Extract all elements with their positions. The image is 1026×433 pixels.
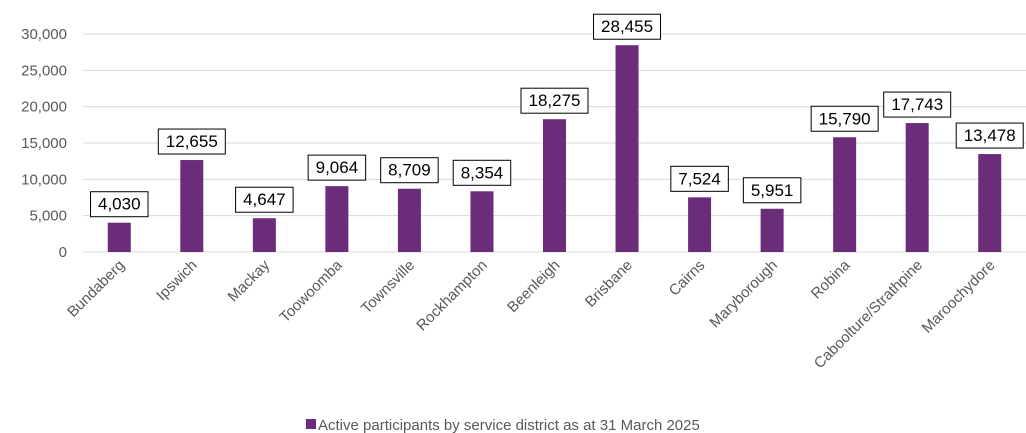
data-label-box xyxy=(452,159,512,186)
y-axis-ticks: 0 5,000 10,000 15,000 20,000 25,000 30,000 xyxy=(21,26,67,261)
bar xyxy=(252,218,276,252)
x-category-label: Maroochydore xyxy=(919,257,999,337)
bar xyxy=(180,160,204,252)
data-label: 15,790 xyxy=(819,109,871,128)
y-tick-label: 30,000 xyxy=(21,26,67,43)
bar xyxy=(905,123,929,252)
bars xyxy=(107,45,1002,253)
bar xyxy=(615,45,639,252)
data-label-box xyxy=(90,191,149,218)
data-labels: 4,030 12,655 4,647 9,064 8,709 8,354 18,275 28,… xyxy=(90,13,1024,218)
data-label: 12,655 xyxy=(166,132,218,151)
data-label: 17,743 xyxy=(891,95,943,114)
data-label: 4,030 xyxy=(98,195,141,214)
y-tick-label: 5,000 xyxy=(29,208,67,225)
y-tick-label: 15,000 xyxy=(21,135,67,152)
bar xyxy=(833,137,857,252)
data-label-box xyxy=(235,186,294,213)
data-label: 4,647 xyxy=(243,190,286,209)
data-label: 13,478 xyxy=(964,126,1016,145)
y-tick-label: 20,000 xyxy=(21,99,67,116)
x-category-label: Maryborough xyxy=(706,257,781,332)
data-label-box xyxy=(883,91,952,118)
legend: Active participants by service district … xyxy=(306,417,700,433)
x-category-label: Bundaberg xyxy=(64,257,128,321)
bar xyxy=(397,188,421,252)
data-label-box xyxy=(157,128,226,155)
data-label-box xyxy=(307,154,367,181)
x-axis-categories: Bundaberg Ipswich Mackay Toowoomba Townsvill… xyxy=(64,256,998,372)
data-label: 5,951 xyxy=(751,181,794,200)
x-category-label: Townsville xyxy=(358,257,418,317)
x-category-label: Robina xyxy=(808,256,854,302)
data-label-box xyxy=(593,13,662,40)
x-category-label: Toowoomba xyxy=(276,256,346,326)
bar xyxy=(978,154,1002,252)
bar xyxy=(760,208,784,252)
x-category-label: Mackay xyxy=(225,256,274,305)
data-label-box xyxy=(520,87,589,114)
bar xyxy=(470,191,494,252)
bar xyxy=(325,186,349,252)
data-label: 28,455 xyxy=(601,17,653,36)
x-category-label: Ipswich xyxy=(153,257,200,304)
data-label-box xyxy=(810,105,879,132)
bar xyxy=(688,197,712,252)
bar xyxy=(107,222,131,252)
legend-swatch xyxy=(306,419,316,429)
y-tick-label: 0 xyxy=(59,244,67,261)
y-tick-label: 25,000 xyxy=(21,62,67,79)
data-label-box xyxy=(742,177,802,204)
data-label-box xyxy=(955,122,1024,149)
data-label: 9,064 xyxy=(316,158,359,177)
data-label: 18,275 xyxy=(529,91,581,110)
x-category-label: Rockhampton xyxy=(413,257,490,334)
y-tick-label: 10,000 xyxy=(21,171,67,188)
x-category-label: Beenleigh xyxy=(504,257,563,316)
x-category-label: Cairns xyxy=(666,257,709,300)
data-label: 8,354 xyxy=(461,163,504,182)
bar xyxy=(543,119,566,253)
data-label-box xyxy=(380,157,439,184)
legend-label: Active participants by service district … xyxy=(318,417,700,433)
data-label: 8,709 xyxy=(388,161,431,180)
data-label-box xyxy=(670,165,729,192)
data-label: 7,524 xyxy=(678,169,721,188)
x-category-label: Brisbane xyxy=(582,257,636,311)
